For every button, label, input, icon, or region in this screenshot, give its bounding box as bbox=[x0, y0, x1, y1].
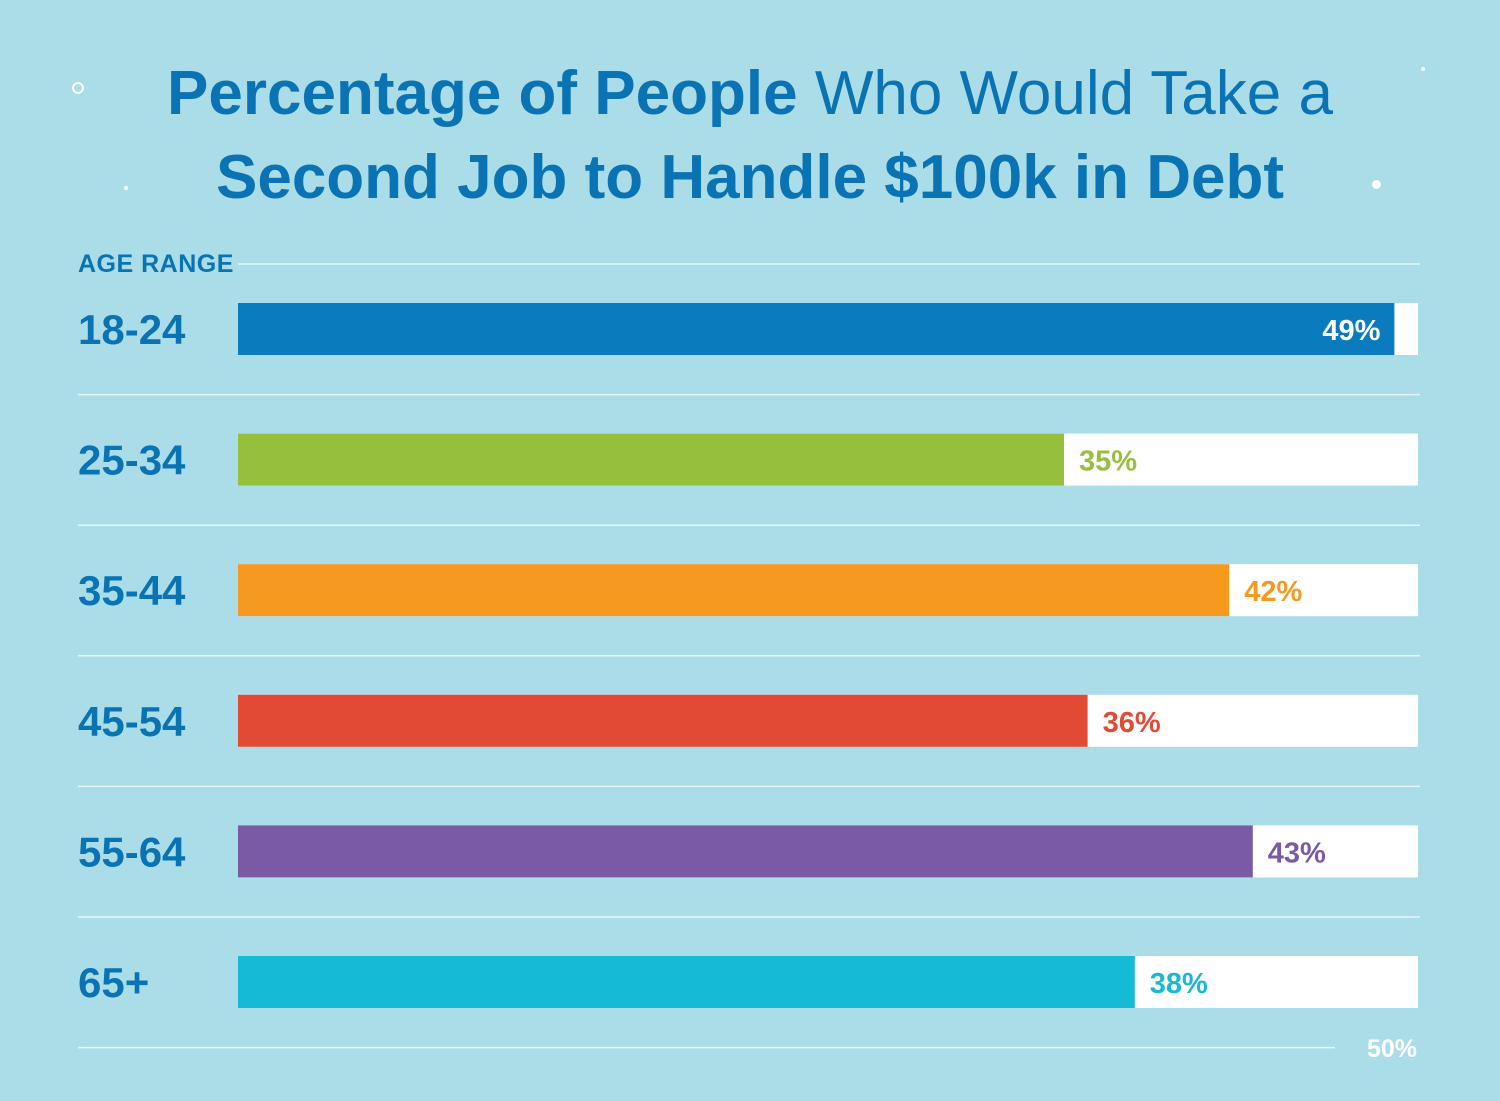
category-label: 35-44 bbox=[78, 567, 186, 614]
data-label: 42% bbox=[1244, 576, 1302, 608]
data-label: 43% bbox=[1268, 837, 1326, 869]
category-label: 45-54 bbox=[78, 698, 186, 745]
title-second-line: Second Job to Handle $100k in Debt bbox=[215, 143, 1285, 212]
decorative-dot bbox=[1372, 180, 1381, 189]
decorative-ring-dot bbox=[72, 82, 84, 94]
bar bbox=[238, 825, 1253, 878]
data-label: 38% bbox=[1150, 968, 1208, 1000]
x-tick-label: 50% bbox=[1367, 1035, 1417, 1063]
data-label: 49% bbox=[1322, 315, 1380, 347]
category-label: 18-24 bbox=[78, 306, 186, 353]
category-label: 25-34 bbox=[78, 437, 186, 484]
title-bold-part: Percentage of People bbox=[167, 59, 798, 128]
category-label: 65+ bbox=[78, 959, 149, 1006]
title-light-part: Who Would Take a bbox=[814, 59, 1333, 128]
category-label: 55-64 bbox=[78, 828, 186, 875]
chart-title: Percentage of People Who Would Take a Se… bbox=[0, 52, 1500, 220]
bar bbox=[238, 303, 1395, 355]
bar bbox=[238, 433, 1064, 486]
decorative-dot bbox=[124, 186, 128, 190]
data-label: 35% bbox=[1079, 446, 1137, 478]
decorative-dot bbox=[1421, 67, 1425, 71]
bar bbox=[238, 694, 1088, 747]
axis-label-age-range: AGE RANGE bbox=[78, 250, 234, 278]
data-label: 36% bbox=[1103, 707, 1161, 739]
bar bbox=[238, 956, 1135, 1008]
bar bbox=[238, 564, 1230, 617]
